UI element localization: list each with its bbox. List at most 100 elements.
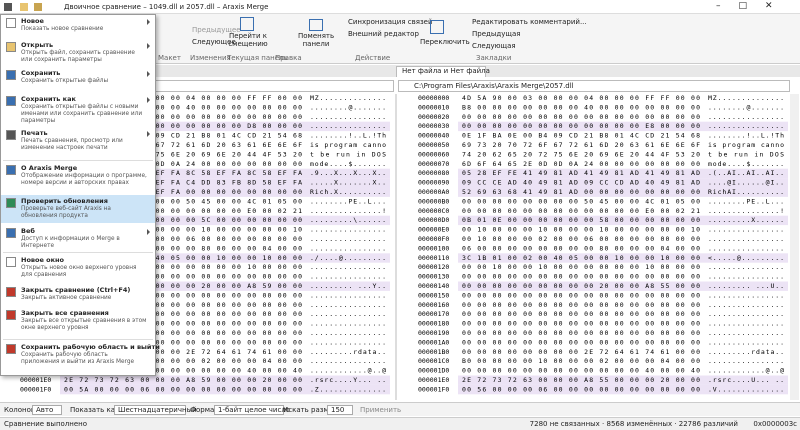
- hex-ascii: ................: [310, 301, 386, 309]
- folder-icon[interactable]: [20, 3, 28, 11]
- hex-offset: 000000C0: [418, 207, 449, 215]
- menu-item-desc: Открыть файл, сохранить сравнение или со…: [21, 50, 135, 63]
- hex-bytes: 4D 5A 90 00 03 00 00 00 04 00 00 00 FF F…: [64, 94, 302, 102]
- hex-bytes: B0 00 00 00 00 10 00 00 00 02 00 00 00 0…: [64, 357, 302, 365]
- hex-bytes: C8 39 81 A9 8C 58 EF FA 8C 58 EF FA 8C 5…: [64, 169, 302, 177]
- submenu-arrow: [147, 97, 150, 103]
- menu-item-title[interactable]: Веб: [21, 227, 35, 235]
- menu-item-title[interactable]: Сохранить рабочую область и выйти: [21, 343, 160, 351]
- hex-bytes: 4D 5A 90 00 03 00 00 00 04 00 00 00 FF F…: [462, 94, 700, 102]
- menu-item-title[interactable]: Закрыть все сравнения: [21, 309, 109, 317]
- hex-offset: 00000180: [418, 320, 449, 328]
- hex-bytes: 05 28 EF FE 41 49 81 AD 41 49 81 AD 41 4…: [462, 169, 700, 177]
- ribbon-button[interactable]: Переключить: [420, 38, 470, 46]
- hex-ascii: .9...X...X...X..: [310, 169, 386, 177]
- menu-item-title[interactable]: Закрыть сравнение (Ctrl+F4): [21, 286, 131, 294]
- hex-ascii: ................: [708, 235, 784, 243]
- hex-ascii: ........!..L.!Th: [310, 132, 386, 140]
- hex-ascii: ................: [708, 320, 784, 328]
- hex-bytes: 00 00 00 00 00 00 00 00 00 00 00 00 00 0…: [64, 338, 302, 346]
- hex-bytes: 00 00 00 00 00 00 00 00 00 20 00 00 A8 5…: [462, 282, 700, 290]
- hex-bytes: 00 00 00 00 00 00 00 00 00 00 00 00 00 0…: [64, 291, 302, 299]
- ribbon-button[interactable]: Следующая: [472, 42, 516, 50]
- hex-ascii: ................: [708, 122, 784, 130]
- menu-item-title[interactable]: Сохранить как: [21, 95, 76, 103]
- scrollbar[interactable]: [790, 94, 799, 400]
- changed-row: [458, 281, 788, 291]
- hex-bytes: 00 00 00 00 00 00 00 00 00 00 00 00 00 0…: [462, 291, 700, 299]
- hex-bytes: 00 00 00 00 00 00 00 00 00 00 00 00 00 0…: [462, 273, 700, 281]
- hex-ascii: ................: [708, 244, 784, 252]
- menu-separator: [3, 252, 153, 253]
- hex-ascii: ................: [310, 113, 386, 121]
- menu-item-title[interactable]: Новое: [21, 17, 44, 25]
- menu-item-title[interactable]: Проверить обновления: [21, 197, 108, 205]
- ribbon-button[interactable]: Поменять панели: [298, 32, 335, 48]
- menu-item-desc: Отображение информации о программе, номе…: [21, 173, 147, 186]
- ribbon-button[interactable]: Следующее: [192, 38, 236, 46]
- menu-icon: [6, 42, 16, 52]
- dropdown[interactable]: Авто: [32, 405, 62, 415]
- hex-ascii: mode....$.......: [310, 160, 386, 168]
- hex-offset: 00000150: [418, 291, 449, 299]
- dropdown[interactable]: Шестнадцатеричный: [114, 405, 197, 415]
- hex-bytes: 00 00 00 00 00 00 00 00 00 00 00 00 40 0…: [64, 367, 302, 375]
- hex-bytes: 06 00 00 00 00 00 00 00 00 80 00 00 00 0…: [462, 244, 700, 252]
- tab-label[interactable]: Нет файла и Нет файла: [402, 67, 490, 75]
- hex-bytes: 06 00 00 00 00 00 00 00 00 80 00 00 00 0…: [64, 244, 302, 252]
- file-path: C:\Program Files\Araxis\Araxis Merge\205…: [414, 82, 574, 90]
- hex-bytes: 0B 01 0E 00 00 00 00 00 00 5C 00 00 00 0…: [64, 216, 302, 224]
- input[interactable]: 150: [327, 405, 353, 415]
- menu-item-title[interactable]: Печать: [21, 129, 48, 137]
- menu-button[interactable]: [4, 3, 12, 11]
- hex-ascii: ................: [708, 310, 784, 318]
- menu-item-desc: Сохранить рабочую область приложения и в…: [21, 352, 135, 365]
- ribbon-button[interactable]: Предыдущее: [192, 26, 241, 34]
- hex-offset: 00000160: [418, 301, 449, 309]
- hex-ascii: MZ..............: [708, 94, 784, 102]
- hex-bytes: 0B 01 0E 00 00 00 00 00 00 58 00 00 00 0…: [462, 216, 700, 224]
- tab[interactable]: [396, 66, 486, 77]
- hex-ascii: ...............!: [708, 207, 784, 215]
- hex-offset: 000001C0: [418, 357, 449, 365]
- group-label: Правка: [275, 54, 302, 62]
- menu-item-title[interactable]: О Araxis Merge: [21, 164, 78, 172]
- hex-ascii: ........PE..L...: [310, 197, 386, 205]
- menu-item-title[interactable]: Открыть: [21, 41, 54, 49]
- folder-icon[interactable]: [34, 3, 42, 11]
- path-box[interactable]: [398, 80, 790, 92]
- ribbon-button[interactable]: Предыдущая: [472, 30, 521, 38]
- dropdown[interactable]: 1-байт целое число: [214, 405, 290, 415]
- menu-item-title[interactable]: Сохранить: [21, 69, 61, 77]
- ribbon-button[interactable]: Перейти к смещению: [228, 32, 268, 48]
- hex-ascii: ................: [708, 329, 784, 337]
- title-bar: [0, 0, 800, 14]
- hex-ascii: ................: [708, 291, 784, 299]
- hex-ascii: ................: [708, 273, 784, 281]
- menu-item-desc: Открыть новое окно верхнего уровня для с…: [21, 265, 137, 278]
- menu-separator: [3, 160, 153, 161]
- window-title: Двоичное сравнение – 1049.dll и 2057.dll…: [64, 3, 269, 11]
- hex-bytes: 00 00 00 00 00 00 00 00 00 00 00 00 00 0…: [64, 329, 302, 337]
- hex-bytes: 00 10 00 00 00 02 00 00 06 00 00 00 00 0…: [462, 235, 700, 243]
- hex-ascii: .........rdata..: [708, 348, 784, 356]
- changed-row: [458, 168, 788, 179]
- ribbon-button[interactable]: Редактировать комментарий...: [472, 18, 587, 26]
- hex-offset: 00000100: [418, 244, 449, 252]
- hex-ascii: .........X......: [708, 216, 784, 224]
- button[interactable]: Применить: [360, 406, 402, 414]
- ribbon-button[interactable]: Внешний редактор: [348, 30, 419, 38]
- hex-ascii: t be run in DOS: [708, 150, 784, 158]
- window-controls[interactable]: –□✕: [716, 1, 791, 11]
- menu-item-title[interactable]: Новое окно: [21, 256, 64, 264]
- hex-bytes: 00 00 00 00 00 00 00 00 00 00 00 00 00 0…: [462, 320, 700, 328]
- group-label: Действие: [355, 54, 391, 62]
- ribbon-button[interactable]: Синхронизация связей: [348, 18, 433, 26]
- hex-ascii: ................: [310, 244, 386, 252]
- hex-bytes: 00 00 10 00 00 10 00 00 00 00 00 00 10 0…: [462, 263, 700, 271]
- hex-bytes: 00 00 00 00 00 00 00 00 2E 72 64 61 74 6…: [462, 348, 700, 356]
- hex-offset: 00000090: [418, 179, 449, 187]
- hex-ascii: ................: [310, 122, 386, 130]
- hex-ascii: t be run in DOS: [310, 150, 386, 158]
